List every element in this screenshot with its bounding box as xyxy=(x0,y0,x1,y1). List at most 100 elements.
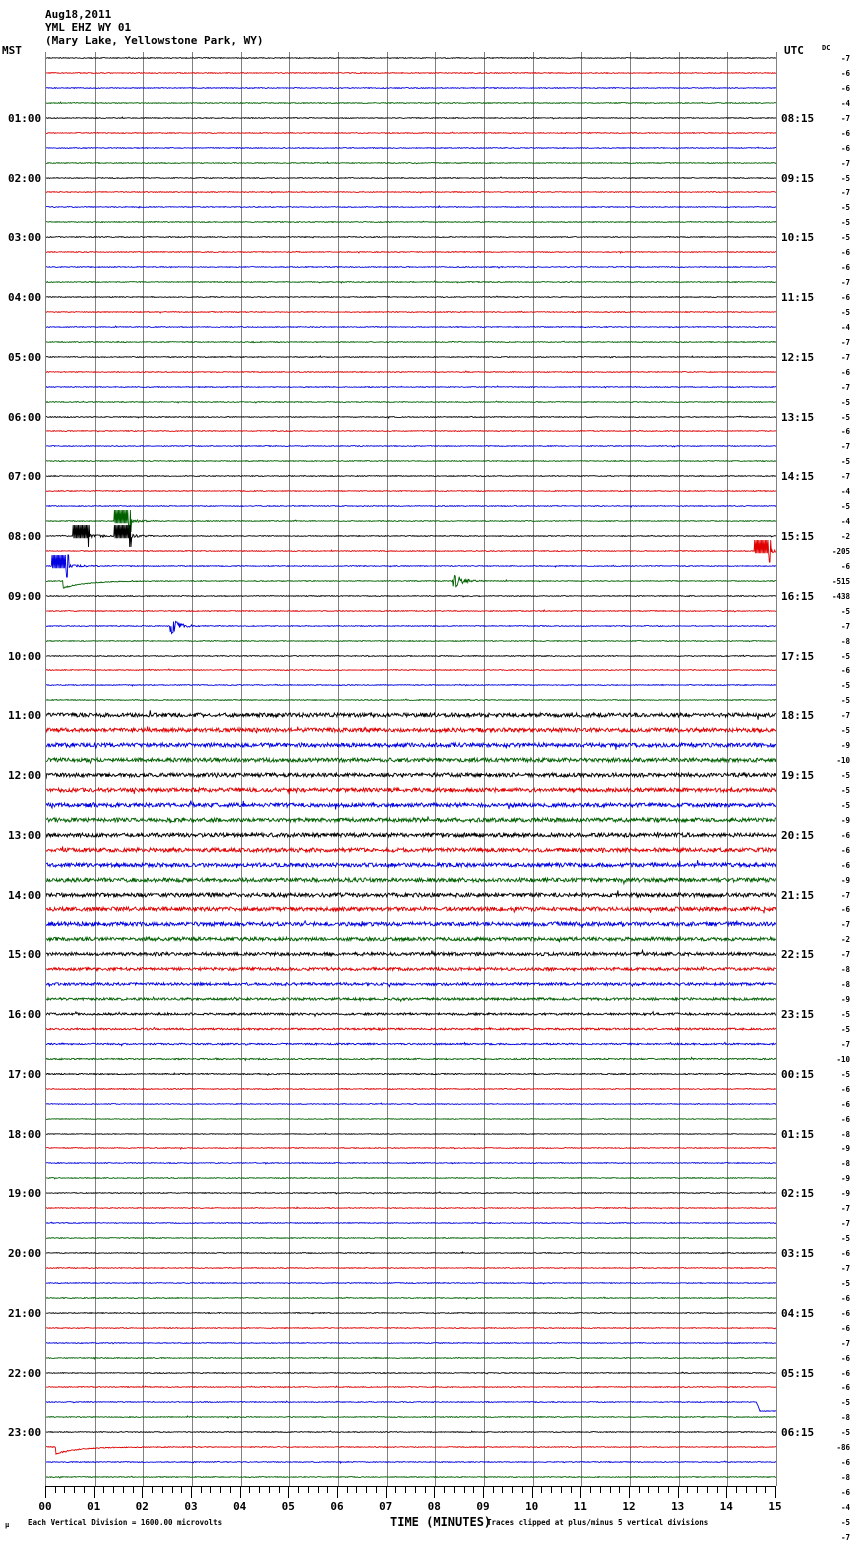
x-tick-minor xyxy=(210,1486,212,1493)
right-time-label: 17:15 xyxy=(781,649,815,663)
x-tick-major xyxy=(239,1486,241,1498)
dc-value: -5 xyxy=(840,651,850,661)
seismic-trace xyxy=(46,1179,776,1207)
grid-line-minute-3 xyxy=(192,52,193,1486)
x-tick-major xyxy=(483,1486,484,1498)
x-tick-major xyxy=(288,1486,290,1498)
dc-value: -7 xyxy=(840,711,850,721)
x-tick-minor xyxy=(444,1486,446,1493)
seismic-trace xyxy=(46,806,776,834)
left-time-label: 20:00 xyxy=(8,1247,42,1260)
seismic-trace xyxy=(46,403,776,431)
x-tick-minor xyxy=(502,1486,504,1493)
x-tick-minor xyxy=(755,1486,757,1493)
left-time-label: 07:00 xyxy=(8,470,42,484)
left-axis-label: MST xyxy=(2,44,22,57)
seismic-trace xyxy=(46,1090,776,1118)
grid-line-minute-5 xyxy=(289,52,291,1486)
left-time-label: 21:00 xyxy=(8,1306,42,1320)
x-tick-label: 01 xyxy=(87,1500,101,1513)
helicorder-plot[interactable] xyxy=(45,52,777,1486)
dc-value: -6 xyxy=(840,1383,850,1393)
x-tick-minor xyxy=(512,1486,514,1493)
dc-value: -6 xyxy=(840,263,850,273)
x-tick-minor xyxy=(152,1486,154,1493)
x-tick-minor xyxy=(687,1486,689,1493)
x-tick-minor xyxy=(570,1486,572,1493)
dc-value: -7 xyxy=(840,1219,850,1229)
dc-value: -6 xyxy=(840,1458,850,1468)
x-tick-label: 02 xyxy=(135,1500,149,1513)
dc-value: -6 xyxy=(840,248,850,258)
dc-value: -8 xyxy=(840,965,850,975)
seismic-trace xyxy=(46,253,776,281)
seismic-trace xyxy=(46,1224,776,1252)
seismic-trace xyxy=(46,567,776,595)
x-tick-minor xyxy=(590,1486,592,1493)
x-tick-minor xyxy=(405,1486,407,1493)
right-time-label: 14:15 xyxy=(781,470,815,484)
seismic-trace xyxy=(46,1134,776,1162)
x-tick-minor xyxy=(103,1486,105,1493)
right-time-label: 16:15 xyxy=(781,589,815,603)
dc-value: -6 xyxy=(840,905,850,915)
dc-value: -5 xyxy=(840,1069,850,1079)
x-tick-label: 13 xyxy=(671,1500,685,1513)
seismic-trace xyxy=(46,701,776,729)
x-tick-minor xyxy=(453,1486,455,1493)
seismic-trace xyxy=(46,59,776,87)
seismic-trace xyxy=(46,1194,776,1222)
x-tick-label: 03 xyxy=(184,1500,198,1513)
x-tick-minor xyxy=(521,1486,523,1493)
seismic-trace xyxy=(46,642,776,670)
x-tick-major xyxy=(45,1486,46,1498)
dc-value: -7 xyxy=(840,890,850,900)
seismic-trace xyxy=(46,612,776,640)
seismic-trace xyxy=(46,1000,776,1028)
x-tick-major xyxy=(93,1486,95,1498)
x-tick-minor xyxy=(716,1486,718,1493)
x-tick-minor xyxy=(745,1486,747,1493)
x-tick-minor xyxy=(346,1486,348,1493)
seismic-trace xyxy=(46,791,776,819)
x-tick-minor xyxy=(706,1486,708,1493)
dc-value: -8 xyxy=(840,1129,850,1139)
seismic-trace xyxy=(46,1344,776,1372)
x-tick-minor xyxy=(220,1486,222,1493)
seismic-trace xyxy=(46,268,776,296)
right-time-label: 13:15 xyxy=(781,410,815,424)
dc-value: -6 xyxy=(840,1249,850,1258)
seismic-trace xyxy=(46,910,776,938)
x-tick-major xyxy=(629,1486,630,1498)
seismic-trace xyxy=(46,731,776,759)
right-time-label: 02:15 xyxy=(781,1187,815,1201)
seismic-trace xyxy=(46,238,776,266)
seismic-trace xyxy=(46,358,776,386)
dc-value: -5 xyxy=(840,1428,850,1438)
x-tick-minor xyxy=(307,1486,309,1493)
x-tick-minor xyxy=(599,1486,601,1493)
x-tick-label: 04 xyxy=(233,1500,247,1513)
right-time-label: 11:15 xyxy=(781,291,815,304)
x-tick-minor xyxy=(609,1486,611,1493)
x-tick-major xyxy=(531,1486,533,1498)
dc-value: -6 xyxy=(840,293,850,302)
seismic-trace xyxy=(46,851,776,879)
x-tick-minor xyxy=(317,1486,319,1493)
seismic-trace xyxy=(46,447,776,475)
grid-line-minute-9 xyxy=(484,52,485,1486)
dc-value: -4 xyxy=(840,487,850,497)
right-time-label: 05:15 xyxy=(781,1366,815,1380)
x-tick-minor xyxy=(278,1486,280,1493)
x-tick-label: 05 xyxy=(281,1500,295,1513)
x-tick-minor xyxy=(249,1486,251,1493)
right-time-label: 09:15 xyxy=(781,171,815,185)
seismic-trace xyxy=(46,955,776,983)
dc-value: -8 xyxy=(840,980,850,990)
dc-value: -6 xyxy=(840,1114,850,1124)
x-tick-minor xyxy=(736,1486,738,1493)
dc-value: -7 xyxy=(840,920,850,930)
dc-value: -5 xyxy=(840,696,850,706)
x-tick-minor xyxy=(54,1486,56,1493)
seismic-trace xyxy=(46,1373,776,1401)
